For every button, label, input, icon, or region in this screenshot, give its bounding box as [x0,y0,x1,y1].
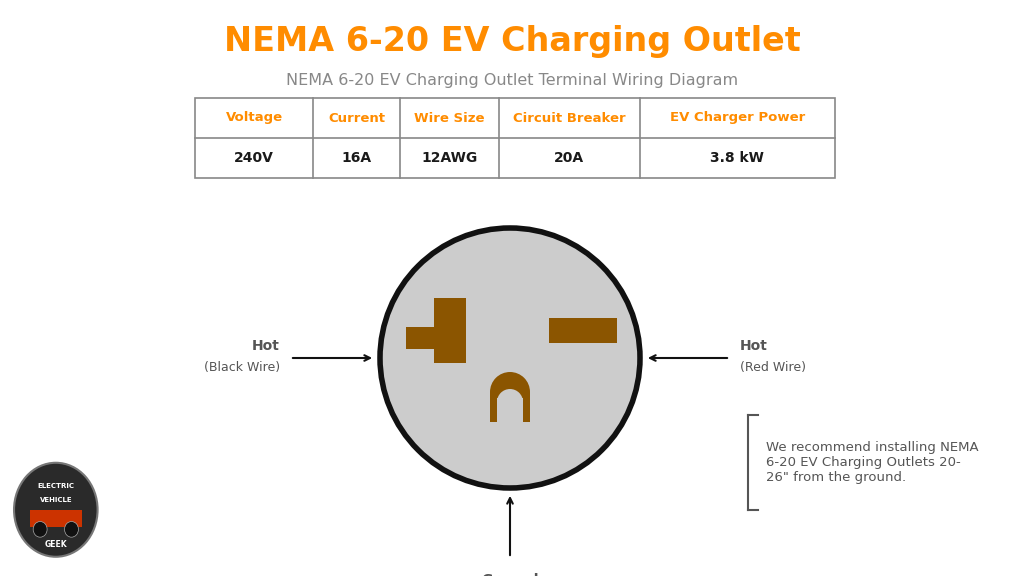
Text: 3.8 kW: 3.8 kW [711,151,764,165]
Text: NEMA 6-20 EV Charging Outlet Terminal Wiring Diagram: NEMA 6-20 EV Charging Outlet Terminal Wi… [286,73,738,88]
Text: Circuit Breaker: Circuit Breaker [513,112,626,124]
Text: 12AWG: 12AWG [421,151,477,165]
Bar [434,297,466,362]
Text: 20A: 20A [554,151,585,165]
Text: NEMA 6-20 EV Charging Outlet: NEMA 6-20 EV Charging Outlet [223,25,801,59]
Circle shape [497,389,523,415]
Text: GEEK: GEEK [44,540,68,548]
Circle shape [33,521,47,537]
Text: Voltage: Voltage [225,112,283,124]
Text: EV Charger Power: EV Charger Power [670,112,805,124]
Text: (Red Wire): (Red Wire) [740,362,806,374]
Text: ELECTRIC: ELECTRIC [37,483,75,489]
Text: Wire Size: Wire Size [414,112,484,124]
Text: Hot: Hot [740,339,768,353]
Text: VEHICLE: VEHICLE [40,497,72,503]
Bar [549,317,617,343]
Bar [497,398,523,424]
Text: (Black Wire): (Black Wire) [204,362,280,374]
Bar [30,510,82,528]
Circle shape [65,521,79,537]
Text: Current: Current [328,112,385,124]
Bar [490,392,530,422]
Text: 16A: 16A [342,151,372,165]
Circle shape [380,228,640,488]
Text: Hot: Hot [252,339,280,353]
Circle shape [490,372,530,412]
Circle shape [14,463,97,557]
Bar [406,327,434,349]
Text: Ground: Ground [481,573,539,576]
Text: 240V: 240V [234,151,274,165]
Text: We recommend installing NEMA
6-20 EV Charging Outlets 20-
26" from the ground.: We recommend installing NEMA 6-20 EV Cha… [766,441,979,484]
Bar [195,98,835,178]
